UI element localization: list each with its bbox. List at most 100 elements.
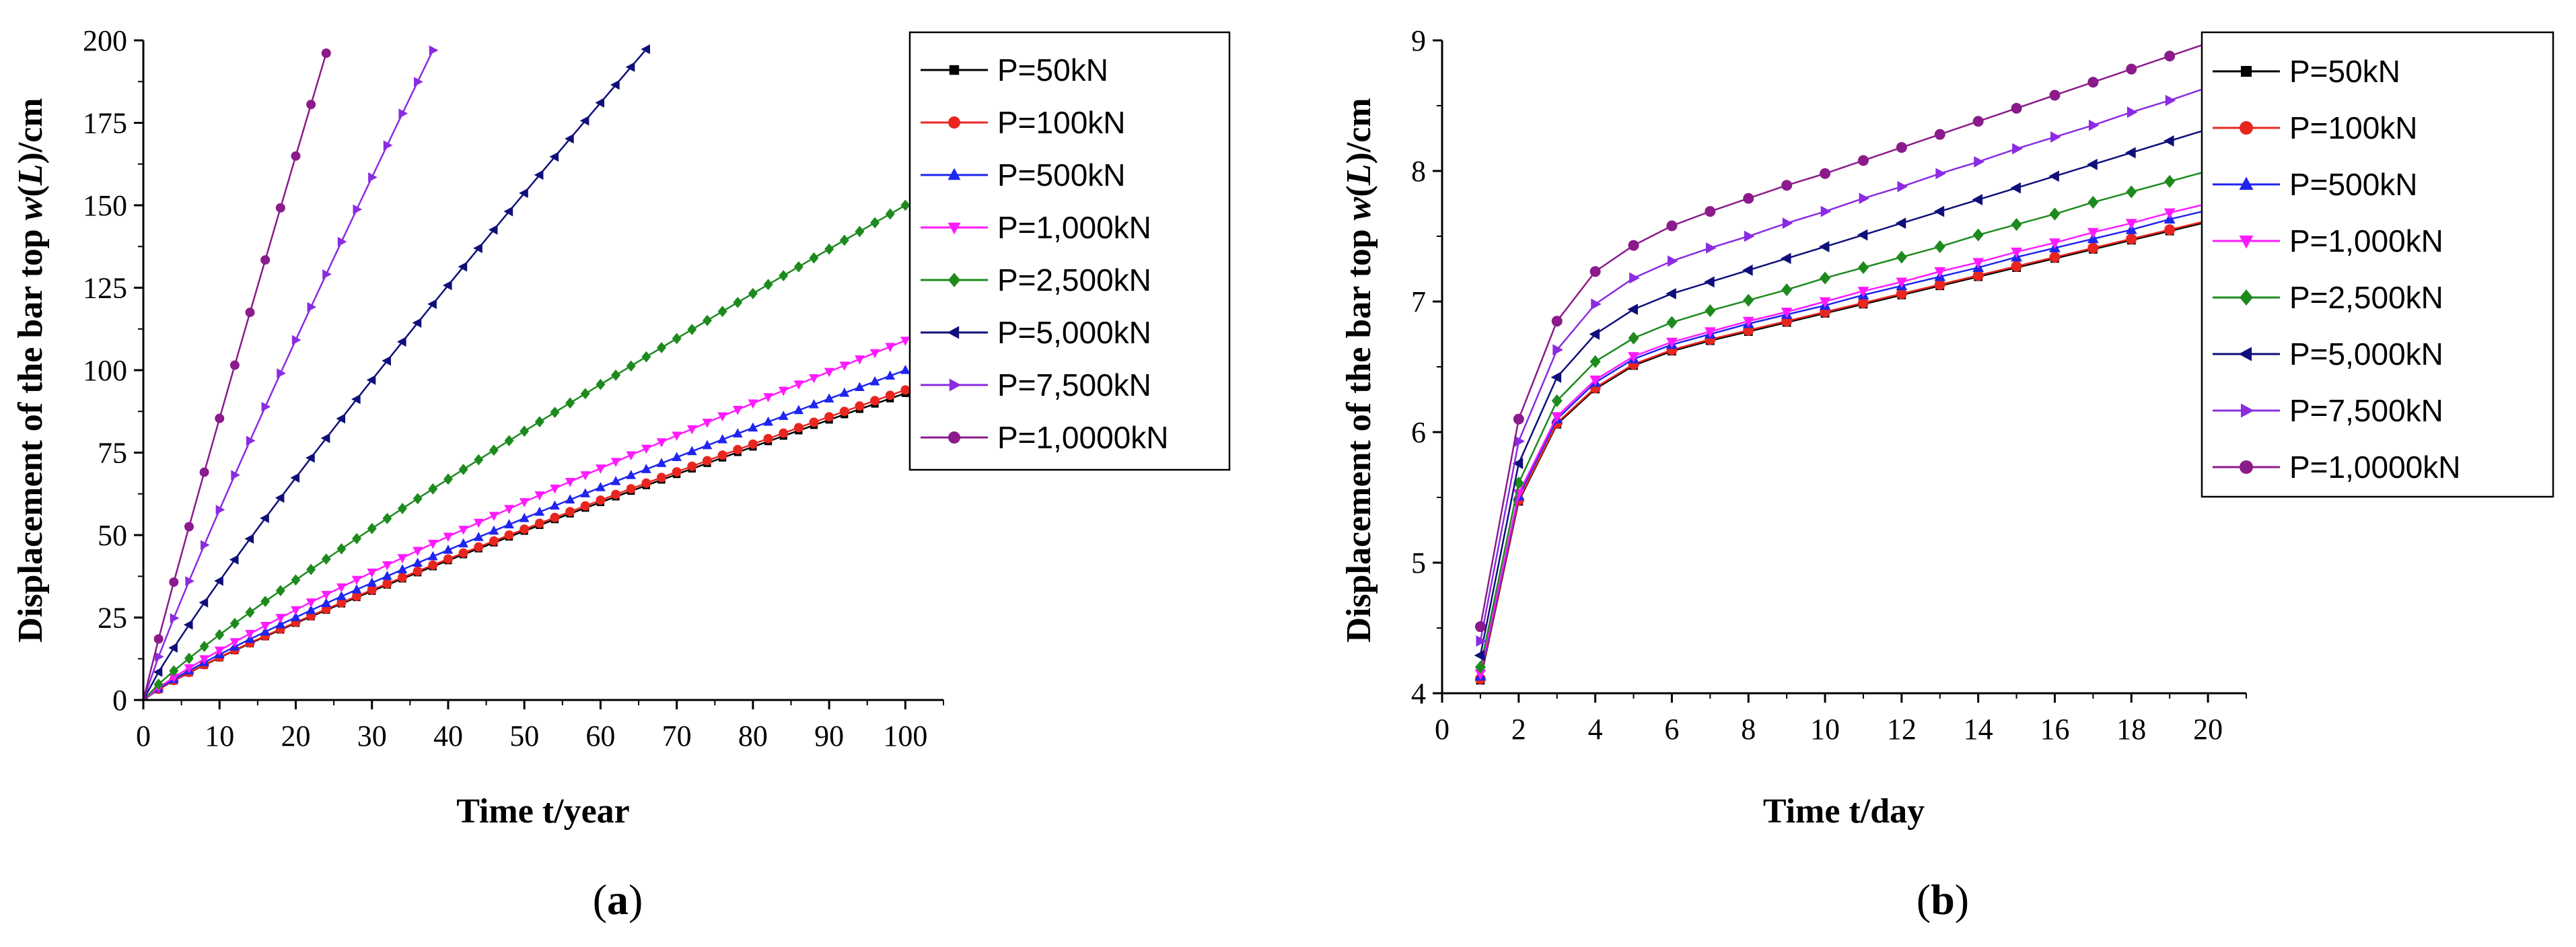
data-point	[2126, 63, 2137, 75]
data-point	[824, 367, 834, 378]
legend-marker	[2240, 460, 2253, 474]
data-point	[458, 464, 468, 475]
data-point	[215, 504, 225, 515]
data-point	[2088, 119, 2100, 131]
x-tick-label: 50	[509, 720, 539, 752]
data-point	[2126, 106, 2138, 118]
data-point	[229, 360, 240, 370]
series-line	[1479, 40, 2219, 627]
data-point	[885, 390, 895, 400]
chart-b-axes	[1441, 40, 2246, 695]
data-point	[382, 579, 392, 589]
data-point	[291, 151, 301, 161]
data-point	[2087, 227, 2099, 239]
data-point	[550, 485, 560, 494]
data-point	[824, 412, 834, 422]
data-point	[626, 451, 637, 461]
x-tick-label: 18	[2116, 713, 2146, 746]
data-point	[611, 369, 621, 381]
data-point	[413, 493, 423, 505]
legend-marker	[947, 222, 961, 235]
x-tick-label: 40	[433, 720, 463, 752]
data-point	[519, 512, 530, 522]
data-point	[489, 525, 499, 535]
legend-label: P=7,500kN	[2289, 393, 2443, 428]
data-point	[534, 506, 545, 516]
x-tick-label: 6	[1664, 713, 1679, 746]
data-point	[1820, 271, 1831, 285]
data-point	[565, 397, 575, 409]
data-point	[596, 495, 606, 505]
data-point	[1666, 337, 1678, 349]
data-point	[458, 538, 468, 548]
data-point	[307, 302, 317, 312]
data-point	[397, 554, 408, 563]
data-point	[1628, 331, 1639, 345]
data-point	[1934, 240, 1945, 254]
legend-label: P=5,000kN	[2289, 337, 2443, 372]
data-point	[245, 606, 255, 619]
data-point	[1934, 279, 1945, 290]
data-point	[839, 407, 849, 417]
y-tick-label: 50	[98, 519, 127, 552]
data-point	[1935, 168, 1946, 180]
chart-a-legend-box	[908, 31, 1231, 471]
data-point	[1704, 276, 1715, 288]
data-point	[1857, 229, 1868, 241]
data-point	[2164, 50, 2176, 62]
data-point	[793, 405, 804, 415]
data-point	[2011, 217, 2022, 232]
data-point	[231, 470, 240, 481]
data-point	[427, 299, 437, 310]
data-point	[748, 422, 758, 432]
x-tick-label: 80	[738, 720, 768, 752]
data-point	[2087, 158, 2098, 170]
x-tick-label: 14	[1964, 713, 1993, 746]
data-point	[565, 133, 574, 144]
data-point	[291, 612, 301, 621]
data-point	[885, 370, 896, 380]
data-point	[2087, 242, 2099, 254]
data-point	[657, 342, 667, 353]
data-point	[885, 343, 896, 353]
data-point	[1781, 180, 1793, 191]
series-line	[143, 50, 434, 700]
legend-marker	[2241, 66, 2252, 77]
data-point	[565, 494, 575, 503]
data-point	[368, 172, 378, 182]
legend-label: P=1,000kN	[997, 210, 1151, 245]
data-point	[763, 433, 773, 444]
data-point	[414, 77, 423, 87]
data-point	[824, 243, 834, 255]
data-point	[504, 519, 514, 528]
data-point	[1896, 288, 1907, 300]
data-point	[168, 643, 178, 653]
data-point	[260, 621, 271, 631]
data-point	[732, 428, 743, 437]
data-point	[549, 151, 559, 162]
series-5	[143, 199, 910, 700]
data-point	[184, 664, 194, 674]
data-point	[291, 335, 301, 345]
data-point	[519, 498, 530, 507]
x-tick-label: 60	[585, 720, 615, 752]
data-point	[306, 598, 316, 608]
data-point	[1474, 669, 1487, 680]
data-point	[246, 435, 256, 446]
x-tick-label: 8	[1741, 713, 1756, 746]
data-point	[2126, 185, 2137, 199]
data-point	[336, 542, 347, 555]
y-tick-label: 150	[83, 189, 127, 222]
data-point	[168, 673, 179, 683]
data-point	[1972, 270, 1984, 281]
data-point	[443, 554, 453, 564]
data-point	[534, 518, 544, 528]
data-point	[520, 524, 530, 534]
data-point	[595, 98, 605, 108]
data-point	[550, 512, 560, 522]
data-point	[672, 452, 682, 462]
legend-marker	[948, 431, 960, 444]
x-tick-label: 30	[357, 720, 387, 752]
chart-b: 0 2 4 6 8 10 12 14 16 18 20 4 5 6 7 8 9 Time t/day Disp…	[1340, 24, 2554, 923]
data-point	[321, 553, 331, 565]
